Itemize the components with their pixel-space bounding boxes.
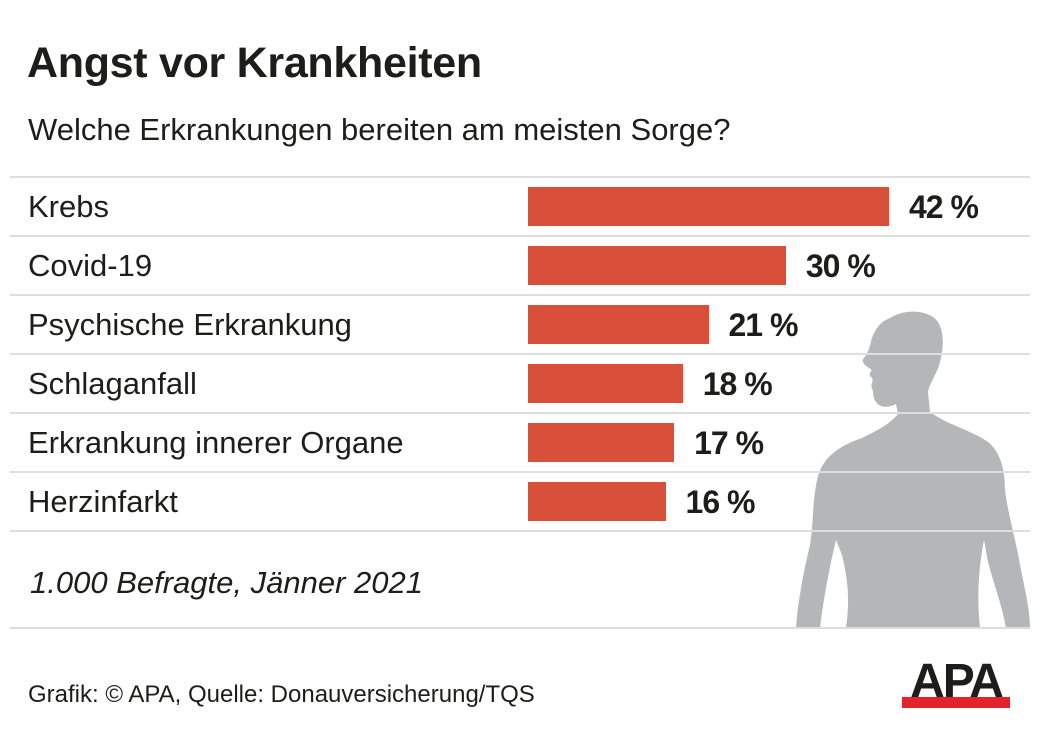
row-divider	[10, 294, 1030, 296]
footer-divider	[10, 627, 1030, 629]
survey-note: 1.000 Befragte, Jänner 2021	[30, 565, 423, 600]
value-label: 16 %	[685, 484, 756, 520]
category-label: Schlaganfall	[28, 366, 197, 401]
row-divider	[10, 530, 1030, 532]
bar	[528, 423, 675, 462]
category-label: Erkrankung innerer Organe	[28, 425, 404, 460]
silhouette-shape	[796, 311, 1030, 628]
apa-logo-bar	[902, 697, 1010, 708]
value-label: 42 %	[909, 189, 979, 225]
bar	[528, 305, 709, 344]
category-label: Herzinfarkt	[28, 484, 178, 519]
row-divider	[10, 353, 1030, 355]
row-divider	[10, 471, 1030, 473]
bar	[528, 187, 889, 226]
value-label: 30 %	[805, 248, 876, 284]
row-divider	[10, 235, 1030, 237]
bar	[528, 364, 683, 403]
value-label: 18 %	[702, 366, 773, 402]
chart-title: Angst vor Krankheiten	[27, 39, 482, 87]
row-divider	[10, 176, 1030, 178]
chart-subtitle: Welche Erkrankungen bereiten am meisten …	[28, 112, 731, 147]
human-silhouette-icon	[796, 311, 1030, 628]
category-label: Covid-19	[28, 248, 153, 283]
category-label: Psychische Erkrankung	[28, 307, 352, 342]
category-label: Krebs	[28, 189, 109, 224]
source-credit: Grafik: © APA, Quelle: Donauversicherung…	[28, 681, 535, 708]
bar	[528, 482, 666, 521]
value-label: 17 %	[694, 425, 764, 461]
value-label: 21 %	[728, 307, 799, 343]
bar	[528, 246, 786, 285]
row-divider	[10, 412, 1030, 414]
apa-logo: APA	[902, 656, 1010, 708]
